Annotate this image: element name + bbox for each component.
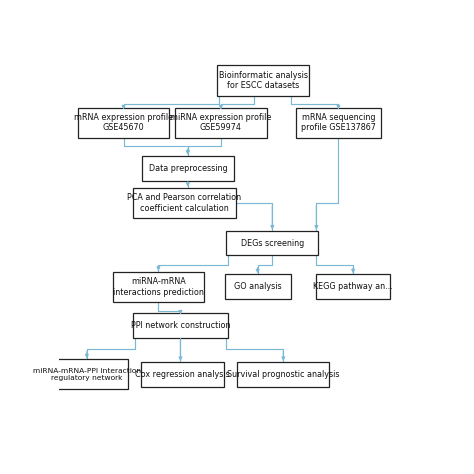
FancyBboxPatch shape [317,274,390,299]
Text: miRNA-mRNA-PPI interaction
regulatory network: miRNA-mRNA-PPI interaction regulatory ne… [33,368,141,381]
Text: PPI network construction: PPI network construction [131,320,230,329]
Text: Bioinformatic analysis
for ESCC datasets: Bioinformatic analysis for ESCC datasets [219,71,308,91]
FancyBboxPatch shape [227,231,318,255]
FancyBboxPatch shape [133,188,236,218]
Text: miRNA expression profile
GSE59974: miRNA expression profile GSE59974 [170,113,272,132]
FancyBboxPatch shape [217,65,309,96]
Text: miRNA-mRNA
interactions prediction: miRNA-mRNA interactions prediction [113,277,204,297]
FancyBboxPatch shape [78,108,169,137]
Text: GO analysis: GO analysis [234,283,282,292]
Text: Data preprocessing: Data preprocessing [148,164,227,173]
FancyBboxPatch shape [296,108,381,137]
FancyBboxPatch shape [175,108,267,137]
Text: mRNA expression profile
GSE45670: mRNA expression profile GSE45670 [74,113,173,132]
Text: Survival prognostic analysis: Survival prognostic analysis [227,370,339,379]
FancyBboxPatch shape [237,362,329,387]
FancyBboxPatch shape [133,313,228,337]
FancyBboxPatch shape [46,359,128,389]
FancyBboxPatch shape [112,272,204,302]
Text: PCA and Pearson correlation
coefficient calculation: PCA and Pearson correlation coefficient … [127,193,241,212]
FancyBboxPatch shape [141,362,224,387]
Text: DEGs screening: DEGs screening [241,238,304,247]
FancyBboxPatch shape [225,274,291,299]
Text: KEGG pathway an...: KEGG pathway an... [313,283,393,292]
FancyBboxPatch shape [142,156,234,181]
Text: Cox regression analysis: Cox regression analysis [135,370,230,379]
Text: mRNA sequencing
profile GSE137867: mRNA sequencing profile GSE137867 [301,113,376,132]
